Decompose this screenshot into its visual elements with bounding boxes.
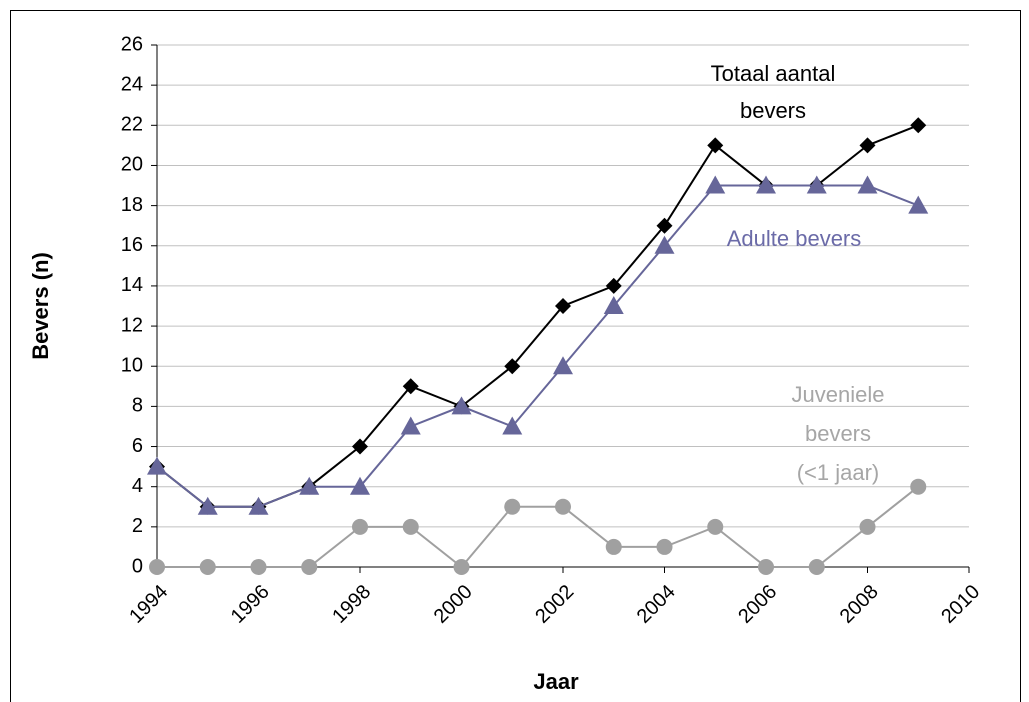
series-line [156,184,919,508]
marker [400,416,421,435]
marker [910,478,927,495]
series-label: (<1 jaar) [797,460,880,485]
marker [707,137,724,154]
y-tick-label: 14 [121,274,143,296]
series-label: Adulte bevers [727,226,862,251]
marker [605,277,622,294]
marker [197,496,218,515]
series-line [157,485,919,569]
y-tick-label: 24 [121,73,143,95]
marker [504,358,521,375]
marker [350,476,370,495]
marker [656,538,673,555]
marker [248,496,269,515]
marker [555,298,571,314]
series-label: Juveniele [792,382,885,407]
marker [504,498,521,515]
y-tick-label: 6 [132,435,143,457]
marker [199,559,216,575]
marker [352,518,368,535]
marker [402,378,419,395]
marker [910,117,927,134]
marker [502,416,523,435]
marker [299,476,320,495]
marker [705,175,726,194]
marker [859,518,876,535]
marker [654,235,675,254]
y-tick-label: 2 [132,515,143,537]
marker [808,559,825,575]
marker [352,438,368,455]
x-axis-label: Jaar [533,669,579,694]
marker [758,559,774,575]
marker [656,217,673,234]
y-tick-label: 20 [121,154,143,176]
y-tick-label: 8 [132,395,143,417]
marker [453,559,470,575]
y-tick-label: 12 [121,314,143,336]
marker [402,518,419,535]
marker [806,175,827,194]
y-tick-label: 10 [121,355,143,377]
series-label: bevers [805,421,871,446]
series-label: bevers [740,98,806,123]
y-tick-label: 18 [121,194,143,216]
marker [707,518,724,535]
marker [301,559,318,575]
y-tick-label: 4 [132,475,143,497]
marker [756,175,776,194]
marker [250,559,267,575]
y-tick-label: 0 [132,555,143,577]
marker [451,396,472,415]
marker [908,195,929,214]
marker [603,296,624,314]
y-tick-label: 16 [121,234,143,256]
series-label: Totaal aantal [711,61,836,86]
y-tick-label: 26 [121,33,143,55]
marker [147,456,167,475]
marker [149,559,165,575]
marker [555,498,571,515]
y-tick-label: 22 [121,114,143,136]
marker [605,538,622,555]
y-axis-label: Bevers (n) [28,252,53,360]
marker [859,137,876,154]
marker [553,356,573,375]
marker [857,175,878,194]
